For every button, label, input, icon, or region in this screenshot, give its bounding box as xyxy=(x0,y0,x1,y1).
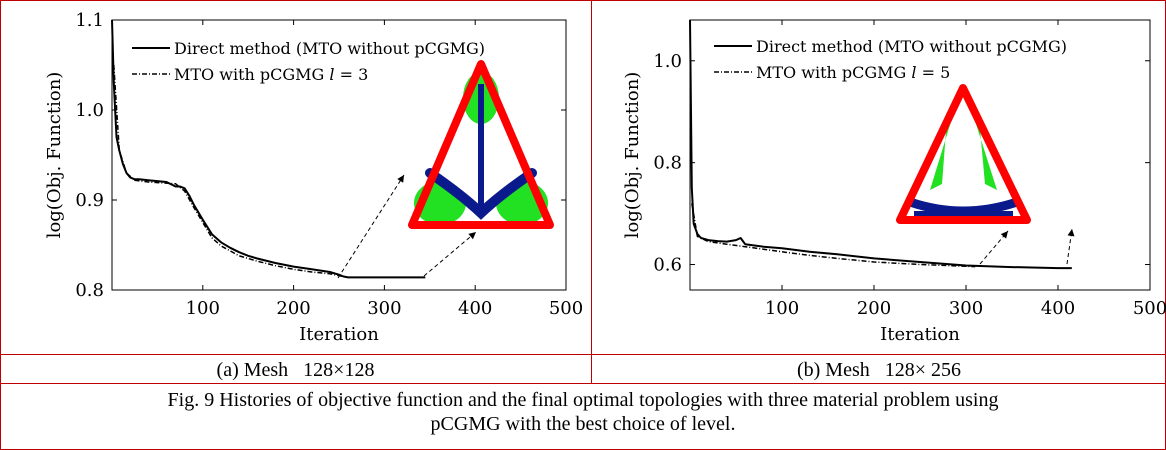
x-tick-label: 100 xyxy=(186,298,220,319)
inset-blue-joint xyxy=(467,207,495,219)
series-line-2 xyxy=(691,203,976,268)
y-tick-label: 0.9 xyxy=(75,190,104,211)
topology-inset xyxy=(896,84,1075,265)
series-line-1 xyxy=(111,19,426,279)
y-tick-label: 0.6 xyxy=(653,255,682,276)
inset-arrowhead-2 xyxy=(468,232,476,240)
figure-caption-line-1: Fig. 9 Histories of objective function a… xyxy=(167,389,999,411)
series-line-1 xyxy=(689,19,1072,270)
legend-label-1: Direct method (MTO without pCGMG) xyxy=(174,39,485,58)
legend-label-2: MTO with pCGMG l = 5 xyxy=(756,63,950,82)
legend-label-2: MTO with pCGMG l = 3 xyxy=(174,65,368,84)
x-tick-label: 500 xyxy=(1133,298,1166,319)
x-tick-label: 400 xyxy=(458,298,492,319)
plot-area xyxy=(111,19,567,291)
x-tick-label: 200 xyxy=(276,298,310,319)
x-axis-label: Iteration xyxy=(299,324,379,345)
inset-arrow-2 xyxy=(423,231,477,277)
y-tick-label: 0.8 xyxy=(653,153,682,174)
y-tick-label: 1.0 xyxy=(653,51,682,72)
y-axis-label: log(Obj. Function) xyxy=(622,72,643,239)
inset-arrow-1 xyxy=(979,230,1009,265)
x-tick-label: 100 xyxy=(765,298,799,319)
x-axis-label: Iteration xyxy=(880,324,960,345)
caption-row-top-line xyxy=(0,354,1166,355)
series-line-2 xyxy=(113,64,344,278)
inset-green-right xyxy=(969,102,997,190)
x-tick-label: 200 xyxy=(857,298,891,319)
inset-arrowhead-2 xyxy=(1067,229,1075,237)
figure-caption-line-2: pCGMG with the best choice of level. xyxy=(430,413,736,435)
inset-blue-arch xyxy=(908,197,1019,216)
chart-b: 100 200 300 400 500 0.6 0.8 1.0 Iteration log(Obj… xyxy=(622,19,1166,345)
caption-row-bottom-line xyxy=(0,383,1166,384)
x-tick-label: 400 xyxy=(1041,298,1075,319)
inset-arrow-1 xyxy=(337,174,405,279)
x-tick-label: 500 xyxy=(549,298,583,319)
panel-divider xyxy=(591,0,592,384)
y-tick-label: 1.1 xyxy=(75,10,104,31)
inset-red-frame xyxy=(408,60,554,229)
chart-a: 100 200 300 400 500 0.8 0.9 1.0 1.1 Iteration log(… xyxy=(44,10,583,345)
subcaption-a: (a) Mesh 128×128 xyxy=(216,359,375,381)
topology-inset xyxy=(337,60,554,279)
inset-red-frame xyxy=(896,84,1031,224)
y-tick-label: 0.8 xyxy=(75,280,104,301)
plot-area xyxy=(689,19,1151,291)
y-axis-label: log(Obj. Function) xyxy=(44,72,65,239)
legend-label-1: Direct method (MTO without pCGMG) xyxy=(756,37,1067,56)
subcaption-b: (b) Mesh 128× 256 xyxy=(796,359,962,381)
chart-panel-a: 100 200 300 400 500 0.8 0.9 1.0 1.1 Iteration log(… xyxy=(0,0,591,354)
x-tick-label: 300 xyxy=(949,298,983,319)
x-tick-label: 300 xyxy=(367,298,401,319)
figure-caption: Fig. 9 Histories of objective function a… xyxy=(0,388,1166,436)
inset-arrowhead-1 xyxy=(397,175,404,183)
inset-arrowhead-1 xyxy=(1000,231,1008,239)
chart-panel-b: 100 200 300 400 500 0.6 0.8 1.0 Iteration log(Obj… xyxy=(592,0,1166,354)
y-tick-label: 1.0 xyxy=(75,100,104,121)
